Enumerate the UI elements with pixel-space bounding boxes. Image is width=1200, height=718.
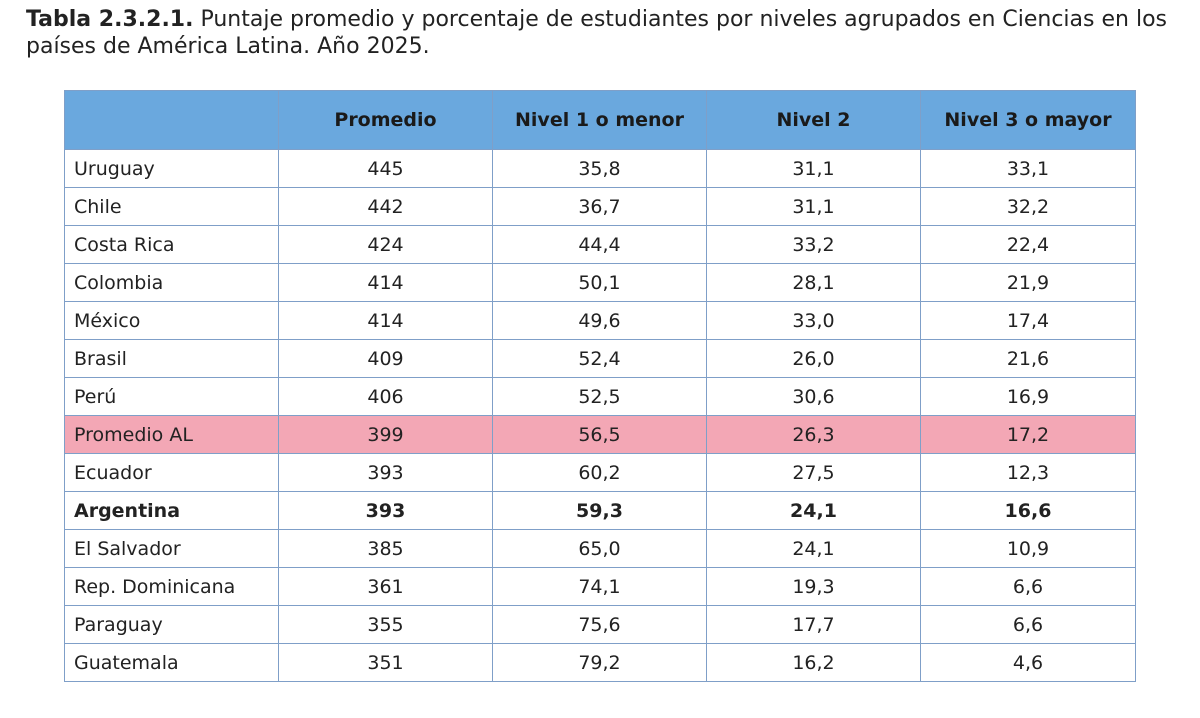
header-nivel-2: Nivel 2 <box>706 90 921 150</box>
table-row: Brasil 409 52,4 26,0 21,6 <box>64 339 1136 378</box>
promedio-cell: 442 <box>278 187 493 226</box>
nivel-2-cell: 31,1 <box>706 187 921 226</box>
nivel-2-cell: 24,1 <box>706 491 921 530</box>
nivel-1-cell: 79,2 <box>492 643 707 682</box>
promedio-cell: 355 <box>278 605 493 644</box>
caption-label: Tabla 2.3.2.1. <box>26 7 194 32</box>
table-row: Promedio AL 399 56,5 26,3 17,2 <box>64 415 1136 454</box>
nivel-1-cell: 36,7 <box>492 187 707 226</box>
nivel-3-cell: 4,6 <box>920 643 1136 682</box>
promedio-cell: 393 <box>278 453 493 492</box>
country-cell: Uruguay <box>64 149 279 188</box>
table-row: Ecuador 393 60,2 27,5 12,3 <box>64 453 1136 492</box>
header-row: Promedio Nivel 1 o menor Nivel 2 Nivel 3… <box>64 90 1136 150</box>
table-caption: Tabla 2.3.2.1. Puntaje promedio y porcen… <box>26 6 1176 60</box>
nivel-2-cell: 27,5 <box>706 453 921 492</box>
header-nivel-3: Nivel 3 o mayor <box>920 90 1136 150</box>
nivel-2-cell: 24,1 <box>706 529 921 568</box>
nivel-3-cell: 6,6 <box>920 567 1136 606</box>
header-country <box>64 90 279 150</box>
promedio-cell: 445 <box>278 149 493 188</box>
nivel-2-cell: 33,0 <box>706 301 921 340</box>
promedio-cell: 385 <box>278 529 493 568</box>
table-body: Uruguay 445 35,8 31,1 33,1 Chile 442 36,7 31,1 32… <box>64 149 1136 682</box>
nivel-1-cell: 59,3 <box>492 491 707 530</box>
nivel-1-cell: 52,5 <box>492 377 707 416</box>
nivel-2-cell: 31,1 <box>706 149 921 188</box>
header-nivel-1: Nivel 1 o menor <box>492 90 707 150</box>
table-row: México 414 49,6 33,0 17,4 <box>64 301 1136 340</box>
country-cell: Ecuador <box>64 453 279 492</box>
promedio-cell: 406 <box>278 377 493 416</box>
table-row: Costa Rica 424 44,4 33,2 22,4 <box>64 225 1136 264</box>
country-cell: Argentina <box>64 491 279 530</box>
nivel-2-cell: 16,2 <box>706 643 921 682</box>
nivel-1-cell: 49,6 <box>492 301 707 340</box>
nivel-3-cell: 12,3 <box>920 453 1136 492</box>
country-cell: El Salvador <box>64 529 279 568</box>
country-cell: Costa Rica <box>64 225 279 264</box>
table-row: Paraguay 355 75,6 17,7 6,6 <box>64 605 1136 644</box>
nivel-3-cell: 22,4 <box>920 225 1136 264</box>
nivel-3-cell: 16,9 <box>920 377 1136 416</box>
nivel-2-cell: 17,7 <box>706 605 921 644</box>
nivel-2-cell: 19,3 <box>706 567 921 606</box>
nivel-2-cell: 26,3 <box>706 415 921 454</box>
table-row: Uruguay 445 35,8 31,1 33,1 <box>64 149 1136 188</box>
nivel-3-cell: 21,6 <box>920 339 1136 378</box>
promedio-cell: 414 <box>278 301 493 340</box>
nivel-1-cell: 56,5 <box>492 415 707 454</box>
nivel-3-cell: 6,6 <box>920 605 1136 644</box>
nivel-3-cell: 17,4 <box>920 301 1136 340</box>
promedio-cell: 393 <box>278 491 493 530</box>
promedio-cell: 414 <box>278 263 493 302</box>
header-promedio: Promedio <box>278 90 493 150</box>
country-cell: Promedio AL <box>64 415 279 454</box>
nivel-1-cell: 44,4 <box>492 225 707 264</box>
nivel-2-cell: 30,6 <box>706 377 921 416</box>
table-row: Rep. Dominicana 361 74,1 19,3 6,6 <box>64 567 1136 606</box>
nivel-1-cell: 75,6 <box>492 605 707 644</box>
nivel-3-cell: 21,9 <box>920 263 1136 302</box>
country-cell: México <box>64 301 279 340</box>
nivel-2-cell: 26,0 <box>706 339 921 378</box>
nivel-1-cell: 35,8 <box>492 149 707 188</box>
nivel-3-cell: 10,9 <box>920 529 1136 568</box>
results-table: Promedio Nivel 1 o menor Nivel 2 Nivel 3… <box>64 90 1136 682</box>
table-row: Colombia 414 50,1 28,1 21,9 <box>64 263 1136 302</box>
nivel-3-cell: 16,6 <box>920 491 1136 530</box>
nivel-3-cell: 33,1 <box>920 149 1136 188</box>
country-cell: Colombia <box>64 263 279 302</box>
country-cell: Guatemala <box>64 643 279 682</box>
nivel-3-cell: 32,2 <box>920 187 1136 226</box>
nivel-1-cell: 65,0 <box>492 529 707 568</box>
table-row: Guatemala 351 79,2 16,2 4,6 <box>64 643 1136 682</box>
table-row: Perú 406 52,5 30,6 16,9 <box>64 377 1136 416</box>
nivel-1-cell: 74,1 <box>492 567 707 606</box>
country-cell: Rep. Dominicana <box>64 567 279 606</box>
promedio-cell: 409 <box>278 339 493 378</box>
country-cell: Chile <box>64 187 279 226</box>
table-row: Chile 442 36,7 31,1 32,2 <box>64 187 1136 226</box>
nivel-1-cell: 60,2 <box>492 453 707 492</box>
promedio-cell: 399 <box>278 415 493 454</box>
promedio-cell: 351 <box>278 643 493 682</box>
promedio-cell: 424 <box>278 225 493 264</box>
nivel-2-cell: 28,1 <box>706 263 921 302</box>
country-cell: Brasil <box>64 339 279 378</box>
nivel-3-cell: 17,2 <box>920 415 1136 454</box>
nivel-1-cell: 52,4 <box>492 339 707 378</box>
nivel-2-cell: 33,2 <box>706 225 921 264</box>
promedio-cell: 361 <box>278 567 493 606</box>
table-row: Argentina 393 59,3 24,1 16,6 <box>64 491 1136 530</box>
caption-text: Puntaje promedio y porcentaje de estudia… <box>26 7 1167 59</box>
country-cell: Perú <box>64 377 279 416</box>
country-cell: Paraguay <box>64 605 279 644</box>
nivel-1-cell: 50,1 <box>492 263 707 302</box>
table-row: El Salvador 385 65,0 24,1 10,9 <box>64 529 1136 568</box>
